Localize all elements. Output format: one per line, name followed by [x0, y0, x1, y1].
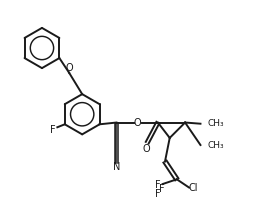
Text: O: O — [142, 144, 150, 154]
Text: F: F — [159, 184, 165, 194]
Text: Cl: Cl — [189, 183, 198, 193]
Text: N: N — [113, 162, 120, 172]
Text: F: F — [155, 180, 160, 190]
Text: CH₃: CH₃ — [207, 119, 224, 128]
Text: O: O — [65, 63, 73, 73]
Text: F: F — [155, 189, 160, 199]
Text: O: O — [134, 118, 142, 128]
Text: F: F — [50, 125, 55, 135]
Text: CH₃: CH₃ — [207, 141, 224, 150]
